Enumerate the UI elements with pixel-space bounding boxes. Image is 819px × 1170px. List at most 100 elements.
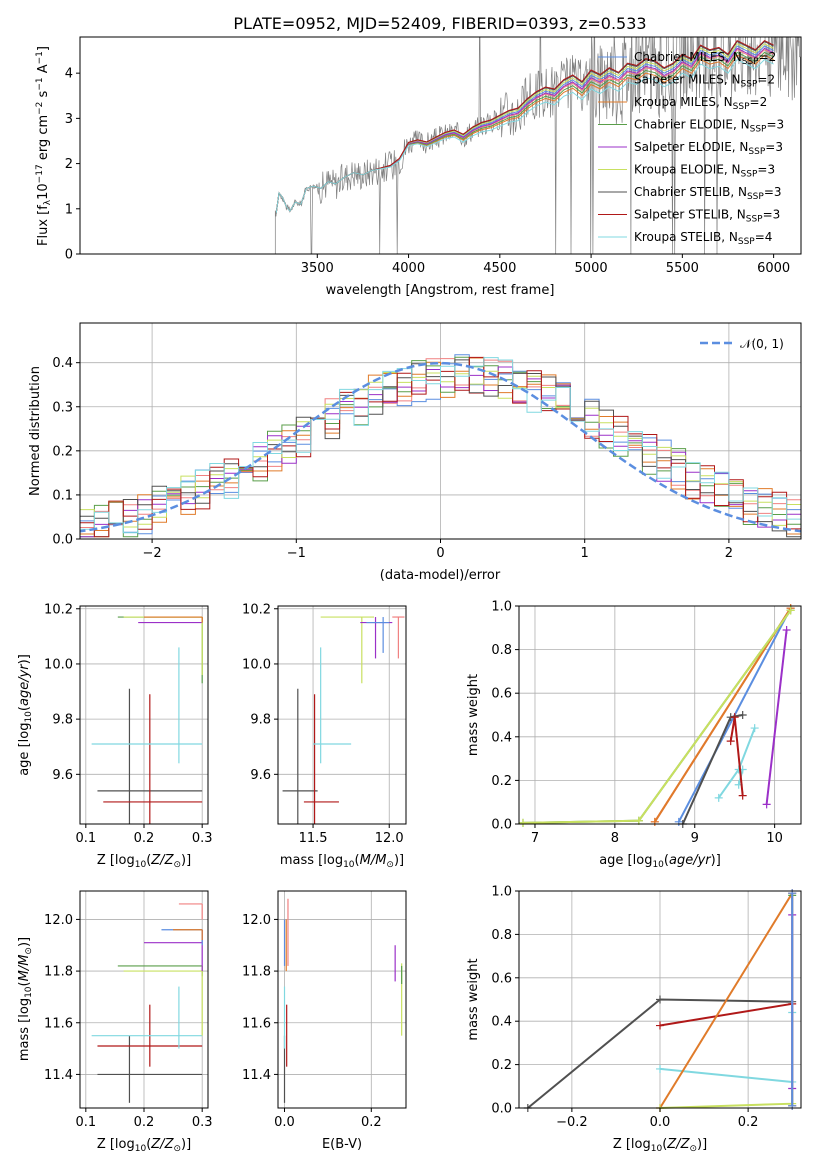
tick-label-x: 6000 [757, 261, 790, 276]
tick-label-x: 0.0 [650, 1115, 671, 1130]
x-axis-label: wavelength [Angstrom, rest frame] [326, 283, 555, 298]
tick-label-x: 0.3 [192, 831, 213, 846]
legend-label-part: =3 [764, 185, 782, 199]
figure-title: PLATE=0952, MJD=52409, FIBERID=0393, z=0… [233, 14, 646, 33]
error-bar-point [366, 617, 390, 653]
y-axis-label: mass [log10(M/M⊙)] [17, 937, 34, 1061]
x-axis-label-part: ( [146, 853, 151, 868]
error-bar-point [138, 617, 203, 624]
x-axis-label-part: )] [697, 1137, 707, 1152]
error-bar-point [117, 616, 203, 684]
x-axis-label-part: ( [146, 1137, 151, 1152]
tick-label-y: 2 [65, 157, 73, 172]
tick-label-x: −1 [287, 546, 306, 561]
legend-label-part: SSP [742, 57, 759, 67]
tick-label-y: 0.1 [52, 488, 73, 503]
tick-label-y: 0.0 [52, 533, 73, 548]
x-axis-label-part: ( [355, 853, 360, 868]
tick-label-x: 0.2 [361, 1115, 382, 1130]
weight-marker [750, 724, 759, 733]
x-axis-label-part: ( [664, 853, 669, 868]
tick-label-y: 0.6 [491, 971, 512, 986]
axes-age_vs_Z: 0.1 0.2 0.39.69.810.010.2Z [log10(Z/Z⊙)]ag… [17, 602, 213, 870]
error-bar-point [97, 1035, 203, 1103]
weight-marker [634, 816, 643, 825]
weight-marker [730, 713, 739, 722]
tick-label-x: −0.2 [556, 1115, 588, 1130]
tick-label-x: 8 [611, 831, 619, 846]
x-axis-label-part: )] [181, 853, 191, 868]
legend-label-part: Chabrier STELIB, N [634, 185, 747, 199]
tick-label-x: 0.2 [738, 1115, 759, 1130]
weight-series-line [653, 607, 792, 823]
x-axis-label-part: ⊙ [689, 1144, 697, 1154]
x-axis-label-part: ( [662, 1137, 667, 1152]
tick-label-y: 0.4 [491, 730, 512, 745]
weight-series-line [522, 609, 792, 824]
x-axis-label: (data-model)/error [380, 568, 501, 583]
x-axis-label-part: ⊙ [173, 1144, 181, 1154]
legend-label: Kroupa MILES, NSSP=2 [634, 95, 767, 112]
legend-label-part: =3 [766, 118, 784, 132]
legend-label-part: Chabrier ELODIE, N [634, 118, 750, 132]
tick-label-x: −2 [143, 546, 162, 561]
tick-label-x: 0.1 [75, 831, 96, 846]
y-axis-label-part: mass [log [17, 998, 32, 1061]
y-axis-label-part: ( [17, 981, 32, 986]
x-axis-label-part: 10 [651, 1144, 663, 1154]
tick-label-x: 12.0 [375, 831, 404, 846]
legend-label-part: SSP [747, 192, 764, 202]
tick-label-y: 11.8 [44, 965, 73, 980]
error-bar-point [178, 903, 203, 920]
y-axis-label-part: erg cm [36, 115, 51, 164]
tick-label-x: 1 [581, 546, 589, 561]
tick-label-y: 1.0 [491, 885, 512, 900]
tick-label-y: 9.8 [52, 713, 73, 728]
legend-label-part: =3 [763, 208, 781, 222]
error-bar-point [144, 616, 203, 623]
y-axis-label-part: age [log [17, 723, 32, 776]
model-spectrum-line [275, 58, 774, 214]
legend-label-part: SSP [741, 80, 758, 90]
y-axis-label-part: −17 [35, 164, 45, 183]
legend-label: Salpeter MILES, NSSP=2 [634, 73, 775, 90]
legend-label-part: Chabrier MILES, N [634, 50, 742, 64]
histogram-line [80, 357, 801, 538]
tick-label-y: 9.6 [250, 768, 271, 783]
x-axis-label-part: mass [log [280, 853, 343, 868]
legend-label-part: =2 [757, 73, 775, 87]
tick-label-y: 3 [65, 112, 73, 127]
x-axis-label: E(B-V) [322, 1137, 362, 1152]
legend-label-part: =3 [765, 140, 783, 154]
tick-label-y: 0.8 [491, 643, 512, 658]
y-axis-label: Flux [fλ10−17 erg cm−2 s−1 A−1] [35, 46, 53, 246]
y-axis-label-part: −1 [35, 77, 45, 90]
tick-label-x: 9 [691, 831, 699, 846]
weight-series-line [522, 609, 792, 824]
tick-label-y: 4 [65, 67, 73, 82]
y-axis-label-part: )] [17, 654, 32, 664]
x-axis-label-part: Z [log [97, 853, 135, 868]
tick-label-x: 2 [725, 546, 733, 561]
tick-label-x: 0.1 [75, 1115, 96, 1130]
weight-series-line [729, 717, 744, 796]
weight-marker [786, 606, 795, 615]
legend-label-part: SSP [748, 147, 765, 157]
error-bar-point [320, 616, 374, 684]
x-axis-label-part: )] [394, 853, 404, 868]
error-bar-point [173, 929, 203, 941]
error-bar-point [91, 986, 203, 1049]
x-axis-label-part: )] [711, 853, 721, 868]
y-axis-label-part: ] [36, 46, 51, 51]
tick-label-x: 4500 [483, 261, 516, 276]
chart-root: 3500 4000 4500 5000 5500 6000 0 1 2 3 4 wavelength … [17, 36, 802, 1154]
weight-marker [738, 791, 747, 800]
x-axis-label-part: Z [log [97, 1137, 135, 1152]
legend-label: Kroupa STELIB, NSSP=4 [634, 230, 772, 247]
tick-label-y: 11.8 [242, 965, 271, 980]
x-axis-label-part: age/yr [669, 853, 712, 868]
y-axis-label-part: A [36, 64, 51, 77]
tick-label-x: 5000 [575, 261, 608, 276]
weight-marker [656, 1064, 664, 1073]
tick-label-x: 0.2 [134, 1115, 155, 1130]
